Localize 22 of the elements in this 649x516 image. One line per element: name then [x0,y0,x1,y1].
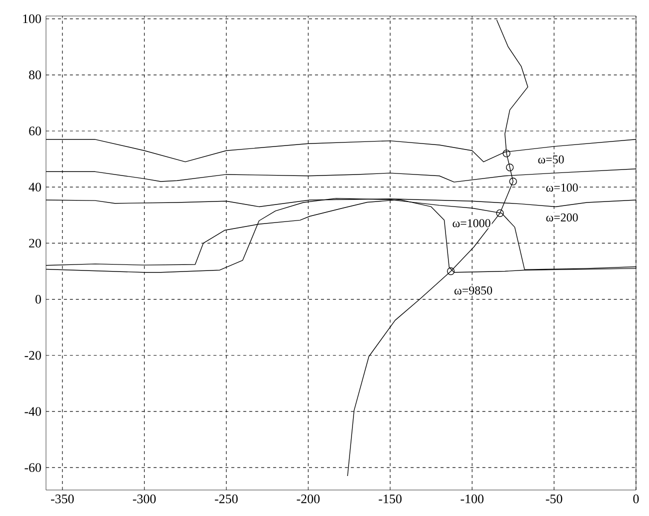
x-tick-label: -150 [378,494,402,504]
y-tick-label: 100 [23,14,41,24]
y-tick-label: -20 [24,351,41,360]
y-tick-label: 40 [28,182,41,192]
x-tick-label: -300 [132,494,156,504]
x-tick-label: -200 [296,494,320,504]
annotation: ω=50 [538,155,564,164]
annotation: ω=100 [546,184,578,192]
y-tick-label: -40 [24,407,41,416]
y-tick-label: 0 [36,294,41,304]
annotation: ω=9850 [454,286,492,294]
x-tick-label: -50 [546,494,562,504]
y-tick-label: 80 [29,70,41,80]
x-tick-label: -350 [51,494,74,504]
annotation: ω=1000 [452,219,490,228]
annotation: ω=200 [546,213,578,222]
y-tick-label: -60 [24,463,41,472]
y-tick-label: 20 [29,238,41,248]
x-tick-label: 0 [633,494,639,504]
y-tick-label: 60 [29,126,41,136]
x-tick-label: -250 [214,494,238,504]
x-tick-label: -100 [460,494,484,504]
